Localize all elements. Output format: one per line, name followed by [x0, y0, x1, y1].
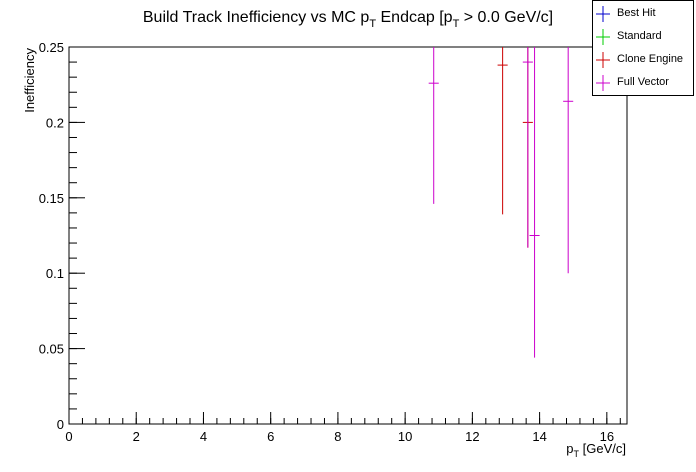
x-tick-label: 10: [398, 429, 412, 444]
error-point: [428, 47, 439, 204]
x-tick-label: 4: [200, 429, 207, 444]
error-point: [522, 47, 533, 248]
legend: Best Hit Standard Clone Engine Full Vector: [592, 0, 694, 96]
legend-marker: [596, 29, 610, 45]
legend-label: Full Vector: [617, 76, 669, 88]
x-tick-label: 14: [532, 429, 546, 444]
legend-label: Clone Engine: [617, 53, 684, 65]
y-tick-label: 0.2: [46, 115, 64, 130]
x-tick-label: 0: [65, 429, 72, 444]
x-axis: 0 2 4 6 8 10 12 14 16: [65, 412, 621, 444]
legend-marker: [596, 52, 610, 68]
y-tick-label: 0: [57, 417, 64, 432]
data-marks: [428, 47, 574, 358]
y-tick-label: 0.05: [39, 342, 64, 357]
plot-frame: [68, 46, 628, 425]
y-tick-label: 0.1: [46, 266, 64, 281]
x-tick-label: 2: [133, 429, 140, 444]
legend-marker: [596, 75, 610, 91]
legend-entry: Clone Engine: [593, 49, 693, 71]
x-tick-label: 12: [465, 429, 479, 444]
legend-marker: [596, 6, 610, 22]
error-point: [497, 47, 508, 215]
y-tick-label: 0.25: [39, 40, 64, 55]
x-tick-label: 16: [600, 429, 614, 444]
x-tick-label: 6: [267, 429, 274, 444]
legend-entry: Full Vector: [593, 72, 693, 94]
error-point: [529, 47, 540, 358]
y-axis: 0 0.05 0.1 0.15 0.2 0.25: [39, 40, 85, 432]
x-axis-label: pT [GeV/c]: [566, 441, 626, 459]
y-axis-label: Inefficiency: [22, 48, 37, 113]
legend-entry: Best Hit: [593, 3, 693, 25]
error-point: [563, 47, 574, 274]
chart-title: Build Track Inefficiency vs MC pT Endcap…: [143, 9, 553, 30]
legend-label: Best Hit: [617, 7, 656, 19]
legend-label: Standard: [617, 30, 662, 42]
y-tick-label: 0.15: [39, 191, 64, 206]
legend-entry: Standard: [593, 26, 693, 48]
x-tick-label: 8: [334, 429, 341, 444]
